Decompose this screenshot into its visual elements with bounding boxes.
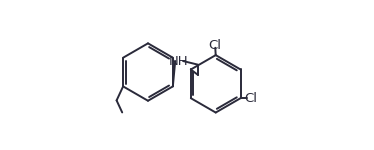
Text: Cl: Cl [244, 92, 257, 105]
Text: NH: NH [169, 54, 189, 68]
Text: Cl: Cl [208, 39, 221, 52]
